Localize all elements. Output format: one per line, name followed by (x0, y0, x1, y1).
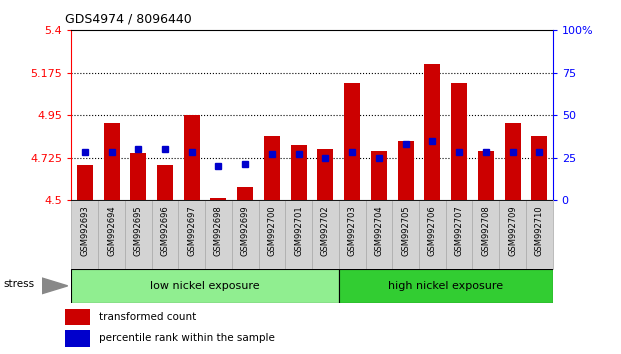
Text: GSM992701: GSM992701 (294, 206, 303, 256)
Text: stress: stress (3, 279, 34, 289)
Text: GSM992693: GSM992693 (80, 206, 89, 256)
Text: GSM992696: GSM992696 (160, 206, 170, 256)
Text: GSM992706: GSM992706 (428, 206, 437, 256)
Polygon shape (42, 278, 68, 294)
Bar (451, 83, 467, 200)
Bar (371, 151, 387, 200)
Bar (125, 200, 152, 269)
Bar (291, 145, 307, 200)
Bar (504, 122, 520, 200)
Bar (312, 200, 339, 269)
Bar (71, 200, 98, 269)
Bar (339, 200, 366, 269)
Text: GSM992699: GSM992699 (241, 206, 250, 256)
Text: GSM992695: GSM992695 (134, 206, 143, 256)
Text: percentile rank within the sample: percentile rank within the sample (99, 333, 275, 343)
Text: GSM992703: GSM992703 (348, 206, 356, 256)
Bar (157, 165, 173, 200)
Text: high nickel exposure: high nickel exposure (388, 281, 503, 291)
Text: GSM992698: GSM992698 (214, 206, 223, 256)
Text: GSM992694: GSM992694 (107, 206, 116, 256)
Bar (65, 309, 90, 325)
Bar (205, 200, 232, 269)
Text: GSM992700: GSM992700 (268, 206, 276, 256)
Text: transformed count: transformed count (99, 312, 197, 322)
Bar (344, 83, 360, 200)
Bar (258, 200, 285, 269)
Bar (499, 200, 526, 269)
Bar (152, 200, 178, 269)
Bar (419, 200, 446, 269)
Bar (446, 200, 473, 269)
Bar (232, 200, 258, 269)
Bar (130, 153, 147, 200)
Text: GSM992709: GSM992709 (508, 206, 517, 256)
Text: low nickel exposure: low nickel exposure (150, 281, 260, 291)
Bar (104, 122, 120, 200)
Bar (339, 269, 553, 303)
Text: GSM992705: GSM992705 (401, 206, 410, 256)
Bar (424, 64, 440, 200)
Text: GSM992707: GSM992707 (455, 206, 464, 256)
Bar (392, 200, 419, 269)
Text: GSM992710: GSM992710 (535, 206, 544, 256)
Bar (65, 330, 90, 347)
Bar (77, 165, 93, 200)
Bar (532, 136, 547, 200)
Bar (366, 200, 392, 269)
Bar (211, 198, 227, 200)
Bar (473, 200, 499, 269)
Text: GSM992702: GSM992702 (321, 206, 330, 256)
Text: GSM992697: GSM992697 (188, 206, 196, 256)
Bar (317, 149, 333, 200)
Bar (178, 200, 205, 269)
Bar (526, 200, 553, 269)
Text: GSM992704: GSM992704 (374, 206, 383, 256)
Bar (264, 136, 280, 200)
Bar (184, 115, 200, 200)
Bar (98, 200, 125, 269)
Text: GSM992708: GSM992708 (481, 206, 491, 256)
Bar (71, 269, 339, 303)
Bar (478, 151, 494, 200)
Text: GDS4974 / 8096440: GDS4974 / 8096440 (65, 12, 192, 25)
Bar (397, 142, 414, 200)
Bar (285, 200, 312, 269)
Bar (237, 187, 253, 200)
